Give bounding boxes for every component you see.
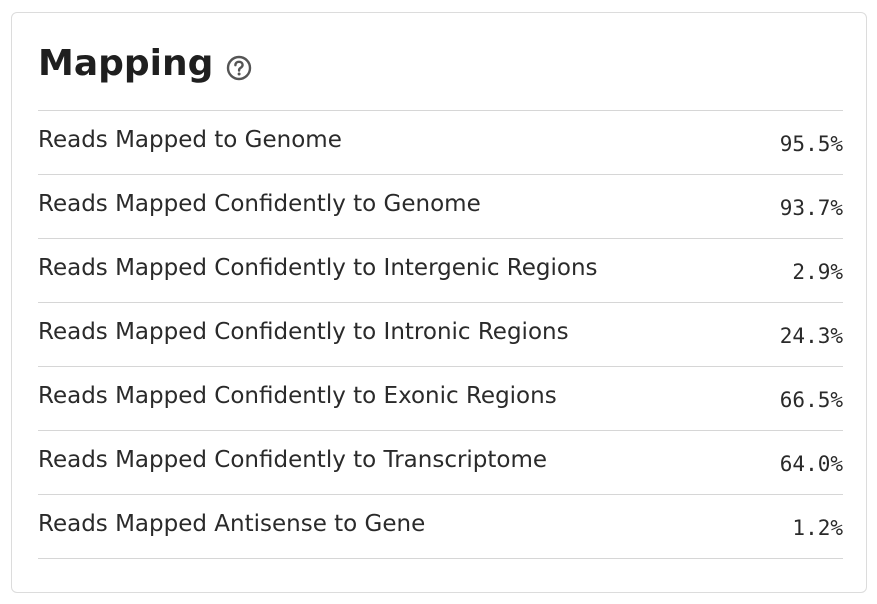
card-title: Mapping (38, 43, 214, 84)
question-circle-icon[interactable] (226, 55, 252, 81)
card-header: Mapping (38, 39, 252, 89)
metric-label: Reads Mapped Confidently to Exonic Regio… (38, 382, 557, 409)
table-row: Reads Mapped Confidently to Genome 93.7% (38, 175, 843, 239)
mapping-metrics-table: Reads Mapped to Genome 95.5% Reads Mappe… (38, 110, 843, 559)
metric-label: Reads Mapped Confidently to Transcriptom… (38, 446, 548, 473)
table-row: Reads Mapped Confidently to Intergenic R… (38, 239, 843, 303)
table-row: Reads Mapped Confidently to Transcriptom… (38, 431, 843, 495)
metric-label: Reads Mapped Confidently to Genome (38, 190, 481, 217)
table-row: Reads Mapped Antisense to Gene 1.2% (38, 495, 843, 559)
table-row: Reads Mapped to Genome 95.5% (38, 111, 843, 175)
metric-value: 66.5% (779, 387, 843, 412)
metric-value: 64.0% (779, 451, 843, 476)
table-row: Reads Mapped Confidently to Intronic Reg… (38, 303, 843, 367)
metric-label: Reads Mapped Confidently to Intergenic R… (38, 254, 598, 281)
metric-value: 24.3% (779, 323, 843, 348)
metric-label: Reads Mapped Confidently to Intronic Reg… (38, 318, 569, 345)
metric-value: 95.5% (779, 131, 843, 156)
metric-label: Reads Mapped Antisense to Gene (38, 510, 426, 537)
mapping-card: Mapping Reads Mapped to Genome 95.5% Rea… (11, 12, 867, 593)
metric-value: 2.9% (792, 259, 843, 284)
table-row: Reads Mapped Confidently to Exonic Regio… (38, 367, 843, 431)
metric-value: 93.7% (779, 195, 843, 220)
metric-label: Reads Mapped to Genome (38, 126, 342, 153)
metric-value: 1.2% (792, 515, 843, 540)
